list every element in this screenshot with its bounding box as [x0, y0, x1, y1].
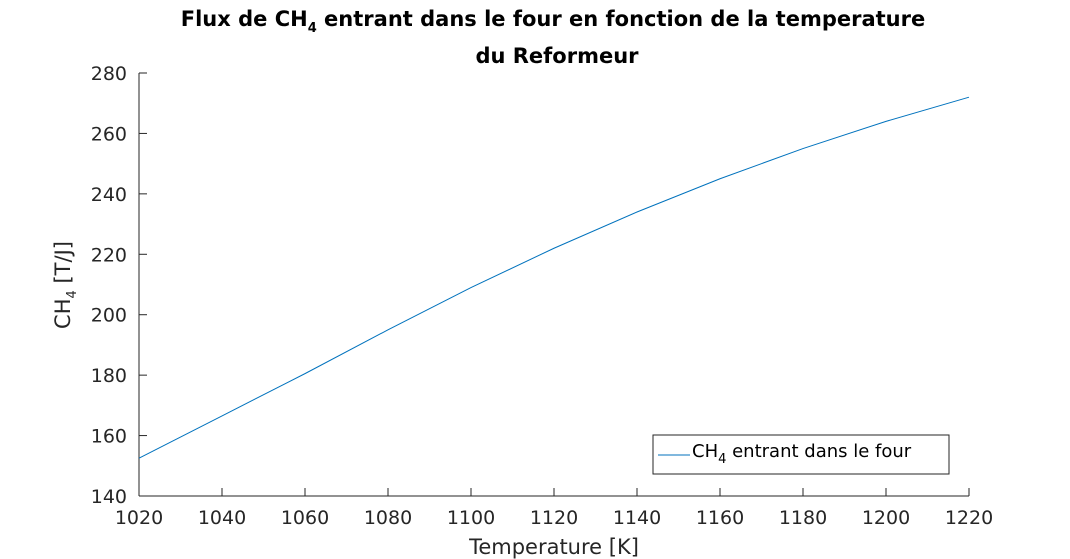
y-axis-label: CH4 [T/J]: [51, 241, 80, 329]
x-tick-label: 1100: [447, 507, 495, 529]
x-tick-label: 1160: [696, 507, 744, 529]
legend-label: CH4 entrant dans le four: [692, 441, 912, 467]
y-tick-label: 140: [91, 486, 127, 508]
y-tick-label: 180: [91, 365, 127, 387]
legend: CH4 entrant dans le four: [652, 434, 950, 475]
x-axis-label: Temperature [K]: [468, 535, 639, 559]
x-tick-label: 1020: [115, 507, 163, 529]
x-tick-label: 1220: [945, 507, 993, 529]
x-tick-label: 1180: [779, 507, 827, 529]
x-tick-label: 1080: [364, 507, 412, 529]
x-tick-label: 1040: [198, 507, 246, 529]
x-tick-label: 1140: [613, 507, 661, 529]
y-tick-label: 240: [91, 184, 127, 206]
series-line: [138, 96, 970, 459]
chart-title-line-1: Flux de CH4 entrant dans le four en fonc…: [181, 7, 925, 36]
chart-title-line-2: du Reformeur: [475, 44, 639, 68]
legend-box: [652, 434, 950, 475]
axes: [138, 73, 969, 497]
y-tick-label: 280: [91, 63, 127, 85]
y-tick-label: 200: [91, 305, 127, 327]
y-tick-label: 220: [91, 244, 127, 266]
y-ticks: 140 160 180 200 220 240 260 280: [91, 63, 147, 508]
y-tick-label: 160: [91, 426, 127, 448]
x-tick-label: 1060: [281, 507, 329, 529]
x-tick-label: 1200: [862, 507, 910, 529]
x-tick-label: 1120: [530, 507, 578, 529]
series-group: [138, 96, 970, 459]
x-ticks: 1020 1040 1060 1080 1100 1120 1140 1160 1180 1200…: [115, 488, 993, 529]
y-tick-label: 260: [91, 123, 127, 145]
